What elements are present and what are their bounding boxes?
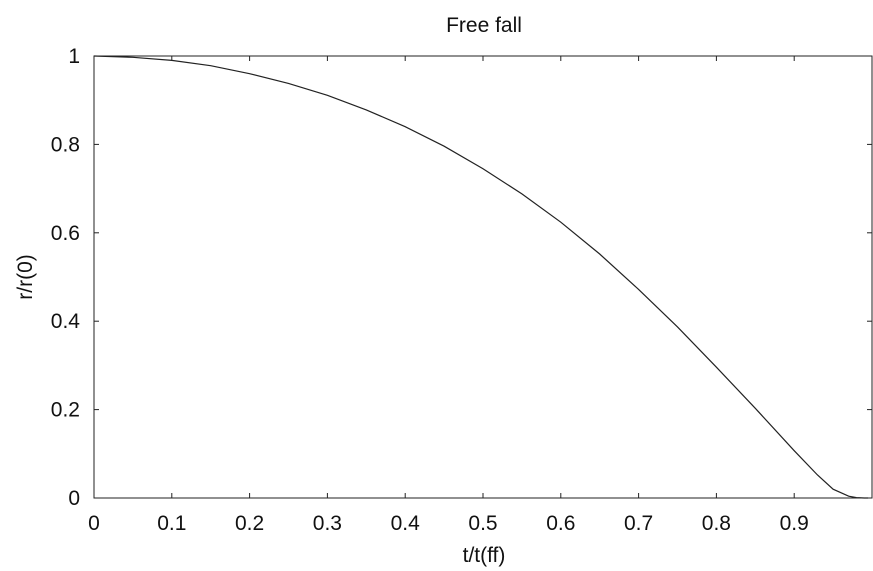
x-tick-label: 0.7	[624, 512, 653, 535]
y-tick-label: 0	[68, 487, 80, 510]
x-tick-label: 0.2	[235, 512, 264, 535]
x-tick-label: 0.1	[157, 512, 186, 535]
y-tick-label: 0.4	[51, 310, 81, 333]
x-tick-label: 0	[88, 512, 100, 535]
y-axis-label: r/r(0)	[14, 254, 37, 300]
x-axis-label: t/t(ff)	[463, 544, 506, 567]
series-line	[93, 55, 869, 499]
series-layer	[93, 55, 869, 499]
x-tick-label: 0.6	[546, 512, 575, 535]
y-tick-label: 0.2	[51, 399, 80, 422]
x-tick-label: 0.5	[468, 512, 497, 535]
x-tick-label: 0.3	[313, 512, 342, 535]
y-tick-label: 1	[68, 45, 80, 68]
x-axis-ticks: 0 0.1 0.2 0.3 0.4 0.5 0.6 0.7 0.8 0.9	[88, 56, 809, 535]
chart-title: Free fall	[446, 14, 522, 37]
y-tick-label: 0.8	[51, 133, 80, 156]
y-tick-label: 0.6	[51, 222, 80, 245]
x-tick-label: 0.9	[780, 512, 809, 535]
x-tick-label: 0.8	[702, 512, 731, 535]
y-axis-ticks: 0 0.2 0.4 0.6 0.8 1	[51, 45, 872, 510]
plot-frame	[93, 55, 873, 499]
x-tick-label: 0.4	[391, 512, 421, 535]
